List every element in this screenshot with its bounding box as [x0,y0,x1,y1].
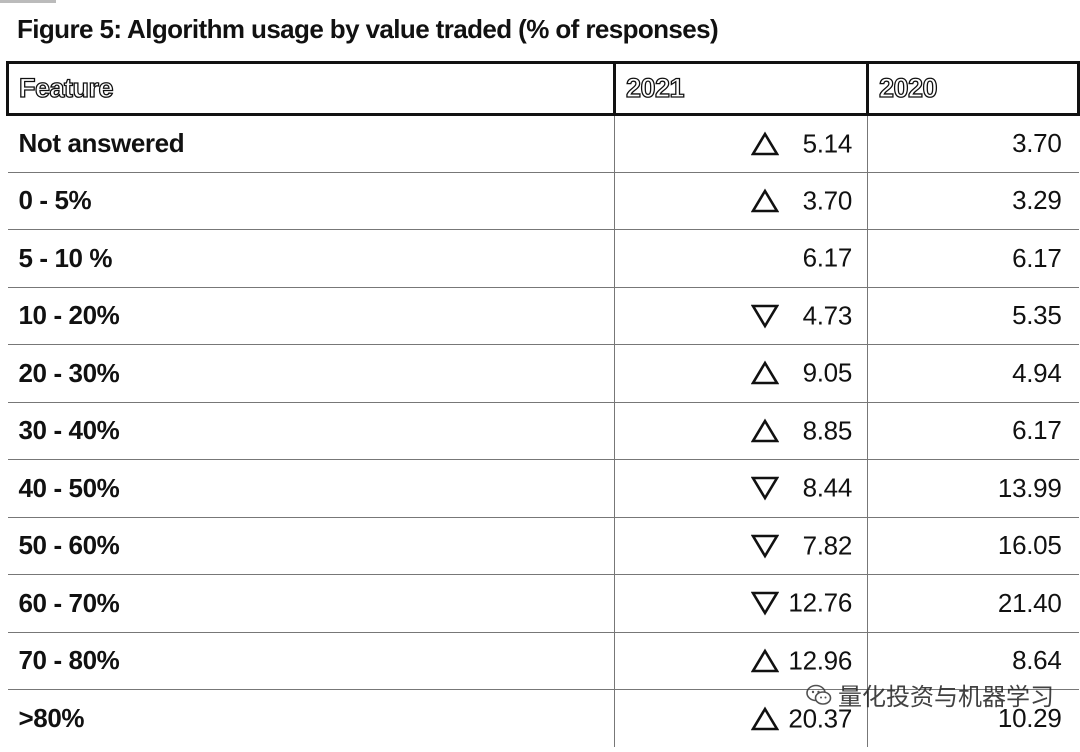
value-2021-cell: 7.82 [614,517,868,575]
value-2021: 7.82 [802,530,853,561]
feature-cell: 60 - 70% [7,574,615,633]
value-2021: 6.17 [802,242,853,273]
feature-cell: 70 - 80% [7,632,615,690]
column-header-feature: Feature [6,61,616,116]
triangle-up-icon [751,131,779,156]
value-2021-cell: 3.70 [614,172,868,230]
value-2020-cell: 5.35 [867,287,1079,345]
value-2021: 8.44 [802,472,853,503]
value-2020-cell: 21.40 [867,574,1079,633]
value-2021: 3.70 [802,185,853,216]
top-rule [0,0,56,3]
value-2021-cell: 6.17 [614,229,868,288]
triangle-up-icon [751,188,779,213]
feature-cell: Not answered [7,114,615,173]
value-2021-cell: 5.14 [614,114,868,173]
feature-cell: 10 - 20% [7,287,615,345]
value-2021: 20.37 [788,703,852,733]
table-header: Feature 2021 2020 [6,61,1080,116]
column-header-2021: 2021 [613,61,869,116]
table-row: 0 - 5% 3.70 3.29 [7,172,1079,230]
value-2021-cell: 4.73 [614,287,868,345]
triangle-down-icon [751,476,779,501]
table-row: 60 - 70% 12.76 21.40 [7,574,1079,633]
value-2020-cell: 6.17 [867,402,1079,460]
value-2020-cell: 13.99 [867,459,1079,518]
feature-cell: 0 - 5% [7,172,615,230]
data-table-container: Feature 2021 2020 Not answered 5.14 3.70 0 … [6,61,1080,752]
value-2021: 12.96 [788,645,852,676]
wechat-icon [806,684,832,705]
value-2020-cell: 4.94 [867,344,1079,403]
header-row: Feature 2021 2020 [6,61,1080,116]
feature-cell: >80% [18,703,85,733]
table-row: 50 - 60% 7.82 16.05 [7,517,1079,575]
value-2020-cell: 10.29 [997,703,1062,733]
triangle-up-icon [751,360,779,385]
value-2021-cell: 12.76 [614,574,868,633]
value-2021: 5.14 [802,128,853,159]
figure-title: Figure 5: Algorithm usage by value trade… [17,14,719,44]
feature-cell: 40 - 50% [7,459,615,518]
table-row: 40 - 50% 8.44 13.99 [7,459,1079,518]
triangle-up-icon [751,705,779,730]
table-body: Not answered 5.14 3.70 0 - 5% 3.70 3.29 5 - 10… [7,114,1079,747]
value-2021: 4.73 [802,300,853,331]
value-2021-cell: 8.85 [614,402,868,460]
value-2021: 9.05 [802,357,853,388]
feature-cell: 30 - 40% [7,402,615,460]
table-row: Not answered 5.14 3.70 [7,114,1079,173]
value-2021: 12.76 [788,587,852,618]
table-row: 5 - 10 % 6.17 6.17 [7,229,1079,288]
table-row: 30 - 40% 8.85 6.17 [7,402,1079,460]
value-2021: 8.85 [802,415,853,446]
feature-cell: 5 - 10 % [7,229,615,288]
value-2020-cell: 3.29 [867,172,1079,230]
feature-cell: 50 - 60% [7,517,615,575]
feature-cell: 20 - 30% [7,344,615,403]
triangle-up-icon [751,418,779,443]
column-header-2020: 2020 [866,61,1080,116]
value-2020-cell: 6.17 [867,229,1079,288]
watermark-text: 量化投资与机器学习 [838,684,1054,711]
table-row: 20 - 30% 9.05 4.94 [7,344,1079,403]
triangle-down-icon [751,591,779,616]
value-2020-cell: 8.64 [867,632,1079,690]
value-2020-cell: 3.70 [867,114,1079,173]
value-2021-cell: 9.05 [614,344,868,403]
triangle-down-icon [751,534,779,559]
value-2020-cell: 16.05 [867,517,1079,575]
triangle-up-icon [751,648,779,673]
watermark: 量化投资与机器学习 [806,677,1054,712]
table-row: 70 - 80% 12.96 8.64 [7,632,1079,690]
table-row: 10 - 20% 4.73 5.35 [7,287,1079,345]
triangle-down-icon [751,304,779,329]
value-2021-cell: 12.96 [614,632,868,690]
data-table: Feature 2021 2020 Not answered 5.14 3.70 0 … [6,61,1080,747]
value-2021-cell: 8.44 [614,459,868,518]
